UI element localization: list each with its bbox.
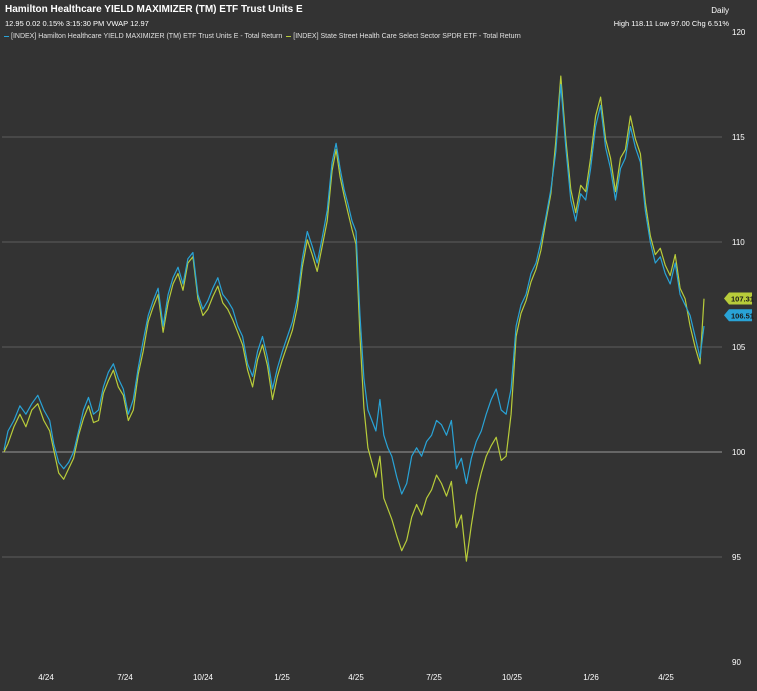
series-line-1[interactable] [3, 83, 705, 495]
y-tick-label: 115 [732, 133, 745, 142]
x-tick-label: 7/25 [426, 673, 442, 682]
legend-label-series1: [INDEX] Hamilton Healthcare YIELD MAXIMI… [11, 33, 283, 40]
chart-title: Hamilton Healthcare YIELD MAXIMIZER (TM)… [5, 4, 303, 15]
legend-swatch-series1 [4, 35, 9, 38]
legend-item-series2[interactable]: [INDEX] State Street Health Care Select … [286, 33, 521, 40]
legend-label-series2: [INDEX] State Street Health Care Select … [293, 33, 521, 40]
badge-shape [724, 309, 752, 322]
legend-swatch-series2 [286, 35, 292, 38]
last-value-badge: 106.51 [724, 309, 754, 322]
y-tick-label: 105 [732, 343, 746, 352]
high-low-change: High 118.11 Low 97.00 Chg 6.51% [613, 19, 729, 28]
x-tick-label: 4/24 [38, 673, 54, 682]
last-value-badge: 107.31 [724, 292, 754, 305]
y-tick-label: 95 [732, 553, 741, 562]
x-tick-label: 1/25 [274, 673, 290, 682]
grid-lines [2, 136, 722, 558]
quote-line: 12.95 0.02 0.15% 3:15:30 PM VWAP 12.97 [5, 19, 149, 28]
legend: [INDEX] Hamilton Healthcare YIELD MAXIMI… [4, 33, 521, 40]
y-tick-label: 120 [732, 28, 746, 37]
chart-header: Hamilton Healthcare YIELD MAXIMIZER (TM)… [0, 0, 757, 50]
y-axis-ticks: 120 115 110 105 100 95 90 [732, 28, 746, 667]
last-value-badges: 107.31 106.51 [724, 292, 754, 322]
x-tick-label: 7/24 [117, 673, 133, 682]
x-tick-label: 4/25 [658, 673, 674, 682]
x-tick-label: 1/26 [583, 673, 599, 682]
x-tick-label: 10/25 [502, 673, 523, 682]
y-tick-label: 90 [732, 658, 741, 667]
x-tick-label: 10/24 [193, 673, 214, 682]
badge-value: 107.31 [731, 294, 754, 303]
series-lines [3, 75, 705, 562]
series-line-2[interactable] [3, 75, 705, 562]
x-axis-ticks: 4/24 7/24 10/24 1/25 4/25 7/25 10/25 1/26 4/25 [38, 673, 674, 682]
period-label[interactable]: Daily [711, 6, 729, 15]
badge-shape [724, 292, 752, 305]
legend-item-series1[interactable]: [INDEX] Hamilton Healthcare YIELD MAXIMI… [4, 33, 282, 40]
y-tick-label: 100 [732, 448, 746, 457]
y-tick-label: 110 [732, 238, 745, 247]
badge-value: 106.51 [731, 311, 754, 320]
x-tick-label: 4/25 [348, 673, 364, 682]
